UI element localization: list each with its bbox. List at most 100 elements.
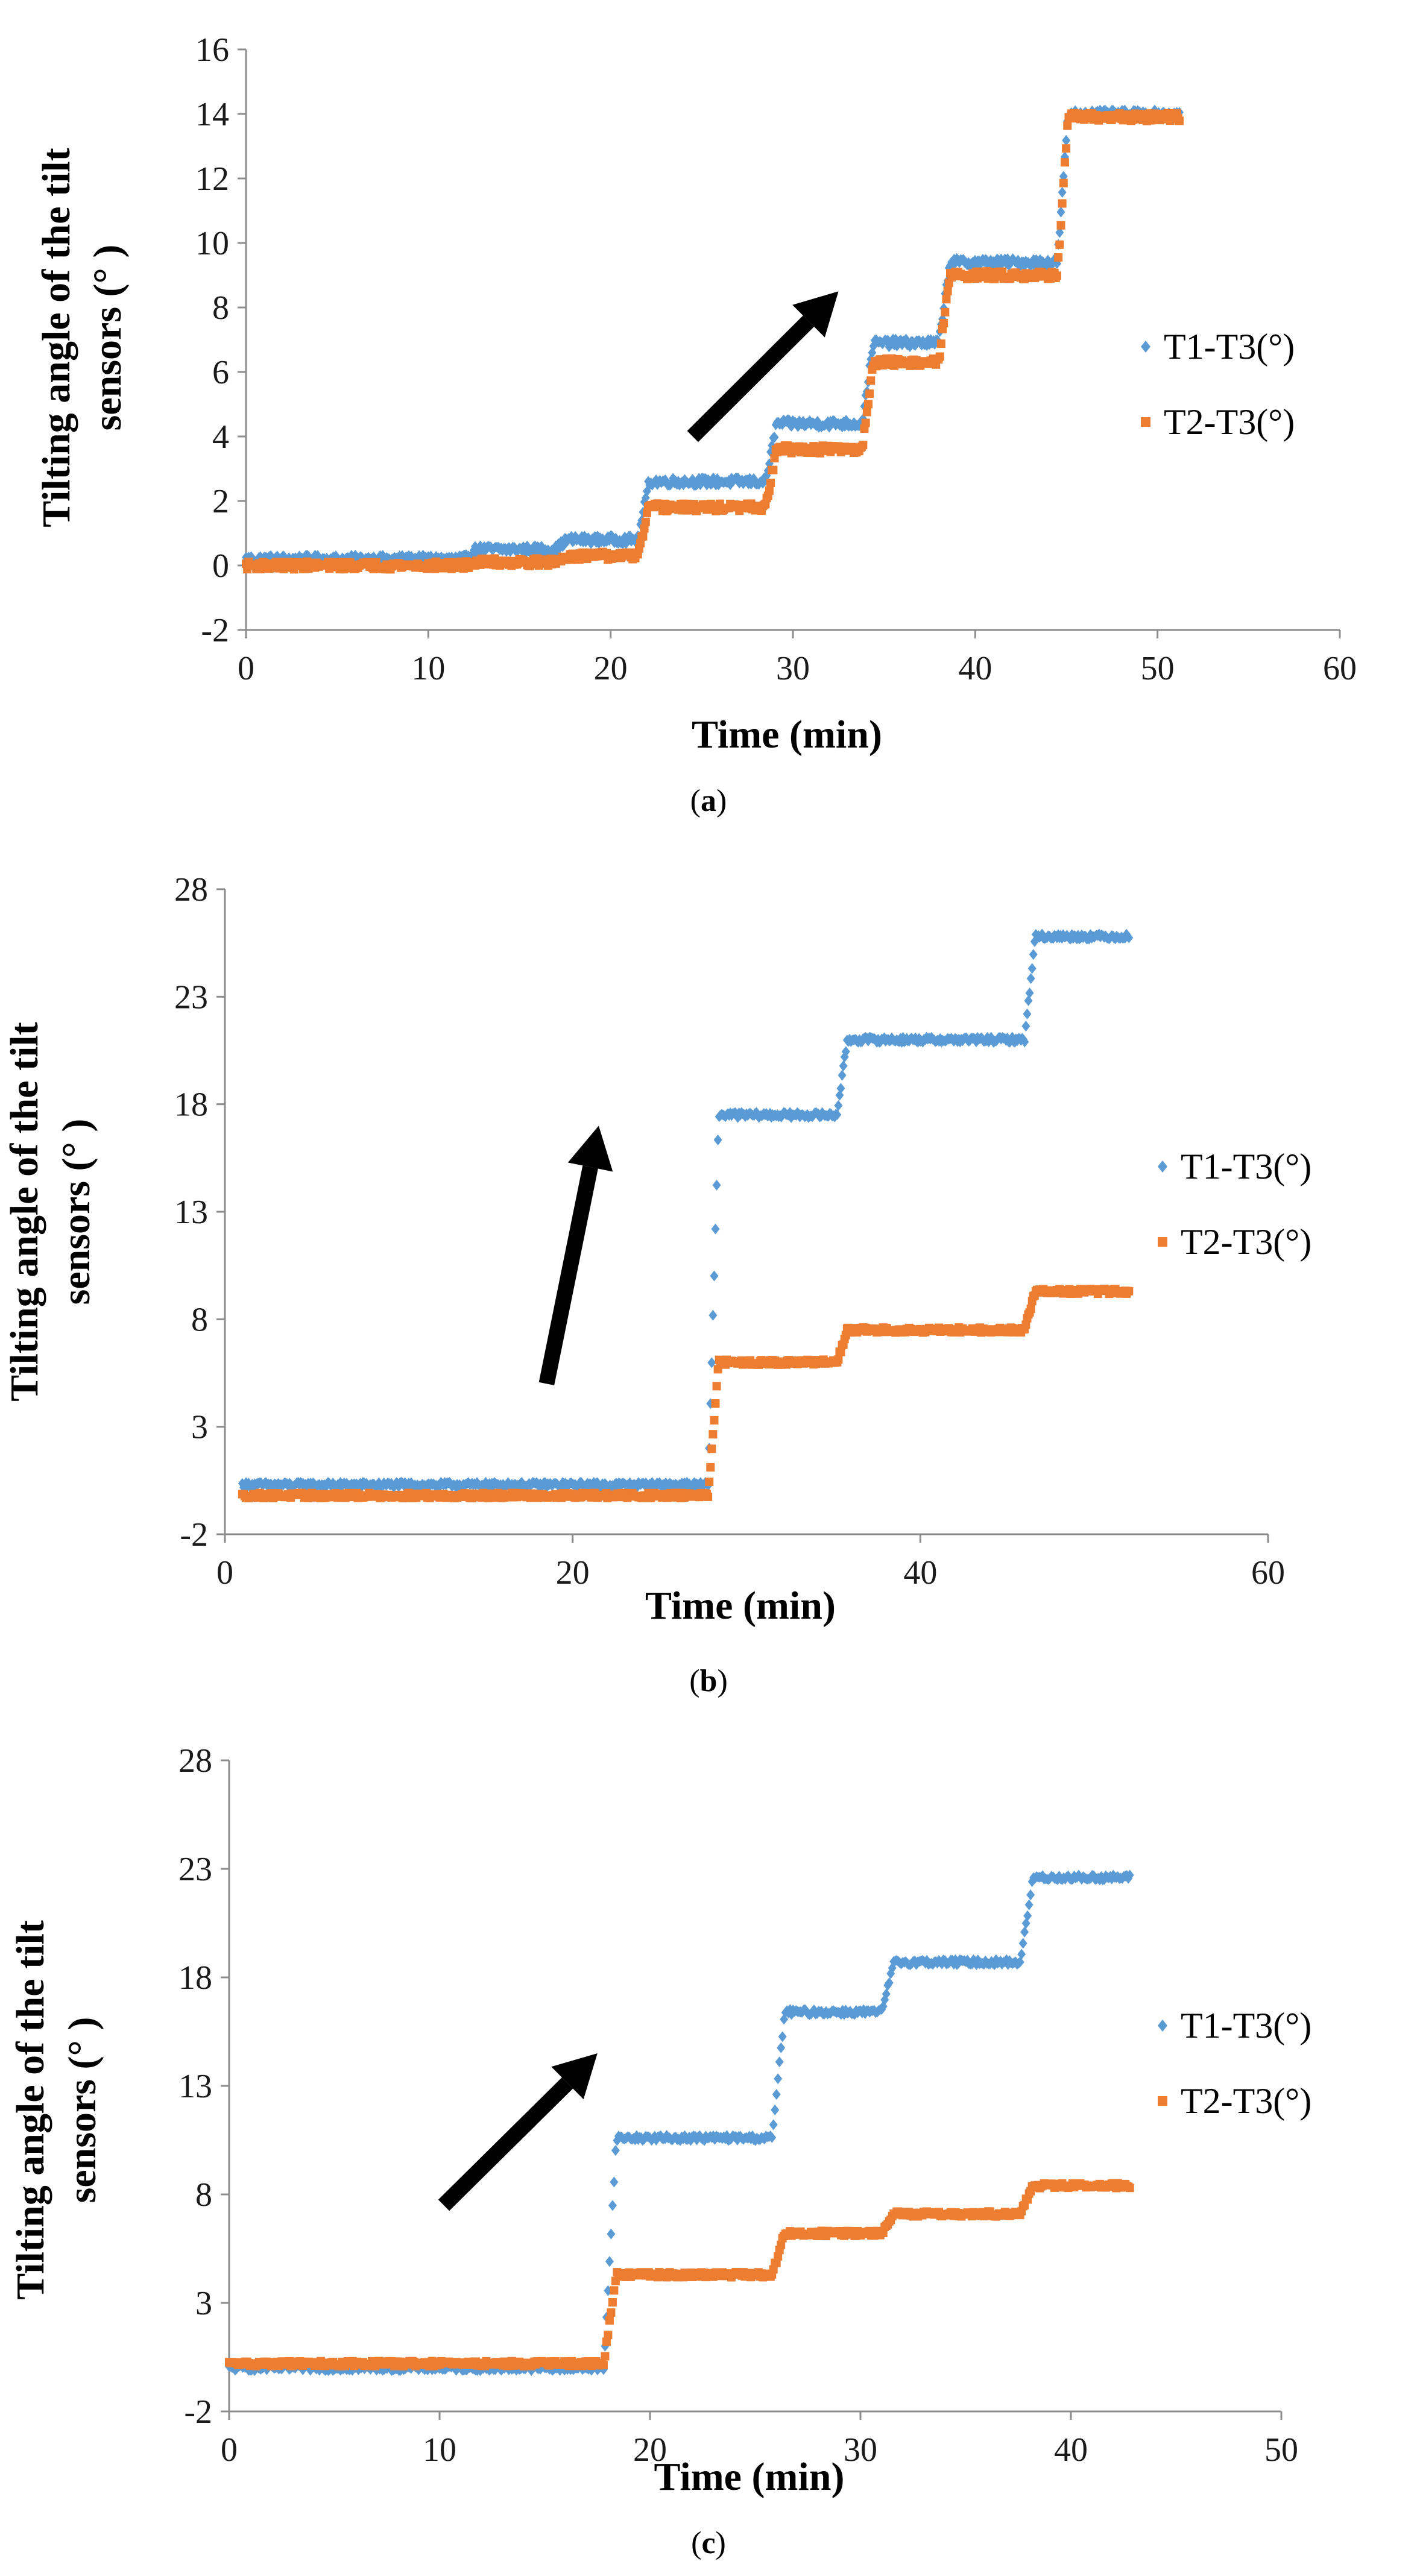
data-point — [607, 2228, 616, 2240]
x-tick-label: 40 — [903, 1554, 937, 1592]
data-point — [936, 339, 945, 348]
data-point — [607, 2308, 616, 2317]
x-axis-label: Time (min) — [645, 1584, 836, 1628]
data-point — [1023, 1008, 1032, 1019]
x-tick-label: 60 — [1251, 1554, 1285, 1592]
legend-label: T1-T3(°) — [1164, 327, 1295, 367]
trend-arrow-shaft — [687, 315, 815, 442]
data-point — [1017, 1948, 1026, 1960]
data-point — [707, 1444, 716, 1453]
data-point — [706, 1463, 715, 1472]
data-point — [608, 2200, 617, 2211]
caption-open-paren: ( — [690, 784, 701, 818]
data-point — [885, 1977, 894, 1989]
x-tick-label: 0 — [238, 650, 254, 687]
data-point — [859, 441, 868, 450]
data-point — [1125, 2184, 1134, 2193]
y-tick-label: 8 — [191, 1301, 208, 1338]
x-tick-label: 60 — [1323, 650, 1357, 687]
data-point — [769, 2265, 778, 2274]
chart-panel-b: -2 3 8 13 18 23 28 0 20 40 60 Time (min) Tilting ang… — [0, 856, 1417, 1718]
data-point — [769, 465, 778, 474]
series-1-points — [238, 928, 1134, 1493]
x-tick-label: 0 — [216, 1554, 233, 1592]
data-point — [777, 2042, 786, 2053]
data-point — [990, 1959, 999, 1971]
data-point — [1026, 1889, 1035, 1901]
data-point — [1018, 1938, 1027, 1949]
data-point — [1125, 1869, 1134, 1881]
legend-label: T2-T3(°) — [1181, 1222, 1311, 1262]
data-point — [770, 432, 779, 443]
data-point — [1062, 144, 1071, 153]
trend-arrow-shaft — [538, 1165, 598, 1385]
data-point — [1063, 121, 1072, 130]
data-point — [605, 2316, 614, 2325]
data-point — [593, 1477, 602, 1488]
y-axis-label-line1: Tilting angle of the tilt — [2, 1022, 46, 1401]
data-point — [1175, 116, 1184, 125]
series-1-points — [225, 1869, 1134, 2376]
legend-marker-square — [1158, 2096, 1167, 2106]
data-point — [244, 1478, 253, 1489]
x-tick-label: 20 — [556, 1554, 590, 1592]
data-point — [1029, 949, 1038, 960]
data-point — [775, 2056, 784, 2068]
legend-marker-diamond — [1158, 2020, 1167, 2032]
y-tick-label: -2 — [184, 2393, 212, 2431]
data-point — [836, 1083, 845, 1094]
data-point — [888, 1962, 897, 1974]
data-point — [772, 2258, 781, 2267]
chart-panel-c: -2 3 8 13 18 23 28 0 10 20 30 40 50 Time (min) Tilting… — [0, 1724, 1417, 2576]
y-tick-label: 2 — [212, 483, 229, 520]
caption-close-paren: ) — [717, 1664, 727, 1698]
data-point — [710, 1416, 719, 1425]
y-tick-label: 8 — [195, 2176, 212, 2214]
data-point — [1089, 1870, 1098, 1882]
x-tick-label: 10 — [423, 2431, 456, 2469]
caption-open-paren: ( — [691, 2526, 701, 2560]
data-point — [394, 1481, 403, 1493]
data-point — [771, 2104, 780, 2115]
y-axis-label-line1: Tilting angle of the tilt — [34, 148, 78, 527]
legend-label: T1-T3(°) — [1181, 2006, 1311, 2045]
y-tick-label: 28 — [174, 871, 208, 909]
data-point — [639, 532, 648, 541]
data-point — [708, 1309, 718, 1321]
y-tick-label: 23 — [178, 1851, 212, 1888]
data-point — [833, 1109, 842, 1120]
y-tick-label: 6 — [212, 354, 229, 391]
data-point — [777, 2240, 786, 2249]
panel-caption: (b) — [689, 1664, 728, 1698]
caption-letter: a — [701, 784, 716, 818]
data-point — [942, 295, 951, 304]
data-point — [1054, 253, 1063, 262]
caption-letter: b — [700, 1664, 718, 1698]
data-point — [711, 1223, 720, 1235]
data-point — [599, 2361, 608, 2370]
data-point — [1025, 987, 1034, 999]
legend-marker-square — [1158, 1237, 1167, 1247]
data-point — [601, 2352, 610, 2361]
data-point — [836, 1347, 845, 1356]
data-point — [1125, 932, 1134, 943]
data-point — [766, 478, 775, 487]
x-tick-label: 30 — [776, 650, 810, 687]
caption-open-paren: ( — [689, 1664, 699, 1698]
data-point — [1023, 1910, 1032, 1921]
x-tick-label: 40 — [1054, 2431, 1088, 2469]
x-tick-label: 40 — [958, 650, 992, 687]
data-point — [710, 1270, 719, 1282]
x-axis-label: Time (min) — [692, 713, 882, 757]
data-point — [640, 524, 649, 533]
data-point — [1027, 963, 1037, 974]
data-point — [1058, 199, 1067, 208]
trend-arrow-head — [551, 2053, 598, 2100]
y-tick-label: 28 — [178, 1742, 212, 1780]
data-point — [1060, 158, 1069, 167]
data-point — [610, 2176, 619, 2188]
y-tick-label: 18 — [178, 1959, 212, 1997]
x-tick-label: 30 — [844, 2431, 877, 2469]
data-point — [641, 517, 650, 526]
